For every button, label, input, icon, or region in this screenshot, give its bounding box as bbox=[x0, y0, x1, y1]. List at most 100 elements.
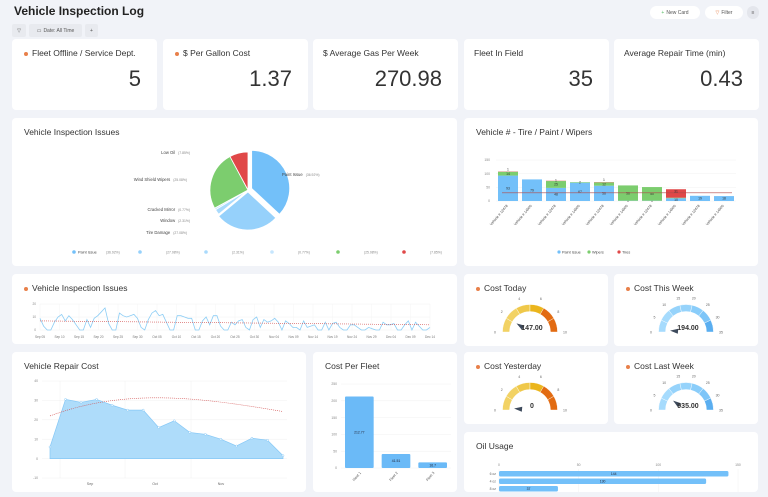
data-point bbox=[49, 446, 51, 448]
status-dot bbox=[626, 365, 630, 369]
pie-label-name: Cracked Mirror bbox=[147, 207, 175, 212]
gauge-tick: 6 bbox=[540, 375, 542, 379]
status-dot bbox=[175, 52, 179, 56]
y-tick: 0 bbox=[36, 457, 38, 461]
x-tick: 50 bbox=[577, 463, 581, 467]
x-tick: Vehicle # 12478 bbox=[681, 204, 701, 226]
y-tick: 150 bbox=[484, 158, 490, 162]
filter-button[interactable]: ▽Filter bbox=[705, 6, 743, 19]
gauge-tick: 0 bbox=[650, 409, 652, 413]
gauge-title: Cost This Week bbox=[634, 283, 694, 293]
gauge-tick: 10 bbox=[662, 303, 666, 307]
kpi-value: 0.43 bbox=[700, 66, 743, 92]
add-filter-button[interactable]: + bbox=[85, 24, 98, 37]
pie-label-pct: (0.77%) bbox=[178, 208, 190, 212]
x-tick: Fleet 2 bbox=[389, 471, 399, 482]
y-tick: 250 bbox=[331, 382, 337, 386]
y-tick: 20 bbox=[34, 418, 38, 422]
bar-label: 25 bbox=[554, 183, 558, 187]
x-tick: Fleet 3 bbox=[425, 471, 435, 482]
gauge-value: 194.00 bbox=[677, 325, 699, 332]
pie-label-name: Paint Issue bbox=[282, 172, 303, 177]
gauge-tick: 15 bbox=[676, 296, 680, 300]
legend-pct: (7.85%) bbox=[430, 251, 442, 255]
area-series bbox=[50, 399, 283, 458]
legend-swatch bbox=[336, 250, 340, 254]
x-tick: Nov 19 bbox=[327, 335, 337, 339]
legend-label: Wipers bbox=[592, 250, 604, 254]
gauge-tick: 2 bbox=[501, 388, 503, 392]
x-tick: Fleet 1 bbox=[352, 471, 362, 482]
kpi-value: 1.37 bbox=[249, 66, 292, 92]
gauge-tick: 30 bbox=[716, 393, 720, 397]
y-tick: 4 oz bbox=[490, 480, 497, 484]
gauge-band bbox=[680, 383, 692, 391]
kpi-title: $ Average Gas Per Week bbox=[323, 48, 419, 58]
x-tick: Oct 15 bbox=[191, 335, 201, 339]
bar-label: 48 bbox=[554, 193, 558, 197]
gauge-tick: 0 bbox=[494, 331, 496, 335]
gauge-tick: 20 bbox=[692, 296, 696, 300]
gauge-tick: 10 bbox=[662, 381, 666, 385]
legend-label: Paint Issue bbox=[562, 250, 581, 254]
x-tick: Sep 05 bbox=[35, 335, 45, 339]
gauge-tick: 10 bbox=[563, 331, 567, 335]
bar-label: 144 bbox=[611, 472, 617, 476]
legend-swatch bbox=[270, 250, 274, 254]
pie-label-pct: (25.08%) bbox=[173, 178, 187, 182]
filter-toggle-button[interactable]: ▽ bbox=[12, 24, 26, 37]
x-tick: Sep 20 bbox=[93, 335, 103, 339]
data-point bbox=[96, 398, 98, 400]
x-tick: Vehicle # 14500 bbox=[561, 204, 581, 226]
x-tick: Oct 10 bbox=[172, 335, 182, 339]
data-point bbox=[204, 433, 206, 435]
data-point bbox=[142, 409, 144, 411]
filter-icon: ▽ bbox=[716, 10, 720, 16]
y-tick: 0 bbox=[488, 199, 490, 203]
gauge-tick: 8 bbox=[557, 388, 559, 392]
gauge-tick: 5 bbox=[653, 315, 655, 319]
legend-swatch bbox=[402, 250, 406, 254]
legend-label: Paint Issue bbox=[78, 251, 97, 255]
gauge-tick: 0 bbox=[494, 409, 496, 413]
pie-chart: Paint Issue(36.92%)Paint Issue(36.92%)Ti… bbox=[12, 118, 457, 266]
bar-label: 37 bbox=[527, 487, 531, 491]
gauge-tick: 15 bbox=[676, 374, 680, 378]
date-filter-button[interactable]: ▭Date: All Time bbox=[29, 24, 82, 37]
y-tick: 8 oz bbox=[490, 487, 497, 491]
data-point bbox=[173, 420, 175, 422]
x-tick: Nov 09 bbox=[288, 335, 298, 339]
pie-label: Paint Issue(36.92%) bbox=[282, 172, 319, 177]
gauge-tick: 35 bbox=[719, 409, 723, 413]
x-tick: Sep bbox=[87, 482, 93, 486]
pie-label: Tire Damage(27.08%) bbox=[146, 230, 187, 235]
x-tick: Vehicle # 14500 bbox=[705, 204, 725, 226]
pie-label-pct: (7.85%) bbox=[178, 151, 190, 155]
x-tick: Sep 25 bbox=[113, 335, 123, 339]
data-point bbox=[158, 427, 160, 429]
x-tick: Vehicle # 14500 bbox=[513, 204, 533, 226]
legend-swatch bbox=[617, 250, 620, 253]
data-point bbox=[251, 437, 253, 439]
data-point bbox=[220, 438, 222, 440]
menu-button[interactable]: ≡ bbox=[747, 6, 759, 19]
x-tick: Nov 14 bbox=[308, 335, 318, 339]
x-tick: Oct 05 bbox=[152, 335, 162, 339]
x-tick: Oct 30 bbox=[250, 335, 260, 339]
legend-pct: (25.08%) bbox=[364, 251, 378, 255]
new-card-button[interactable]: +New Card bbox=[650, 6, 700, 19]
x-tick: 100 bbox=[655, 463, 661, 467]
gauge-tick: 30 bbox=[716, 315, 720, 319]
gauge-value: 935.00 bbox=[677, 403, 699, 410]
y-tick: 20 bbox=[32, 302, 36, 306]
x-tick: Nov 24 bbox=[347, 335, 357, 339]
pie-label-name: Low Oil bbox=[161, 150, 175, 155]
bar-label: 67 bbox=[578, 190, 582, 194]
y-tick: 10 bbox=[32, 315, 36, 319]
gauge-tick: 25 bbox=[706, 381, 710, 385]
